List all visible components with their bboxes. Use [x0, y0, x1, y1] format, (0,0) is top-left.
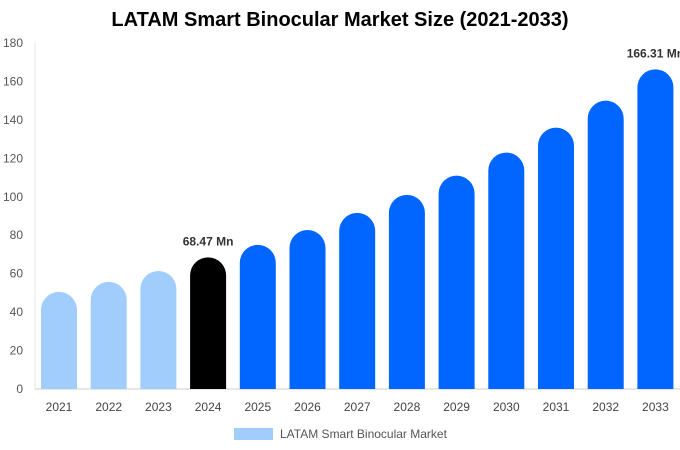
y-tick-label: 40	[10, 305, 24, 319]
x-tick-label: 2023	[145, 400, 172, 414]
x-tick-label: 2028	[394, 400, 421, 414]
bar-2023	[140, 270, 177, 389]
x-tick-label: 2033	[642, 400, 669, 414]
legend-label: LATAM Smart Binocular Market	[280, 427, 448, 441]
bar-2033	[637, 69, 674, 390]
bar-2024	[190, 257, 227, 389]
bar-2026	[289, 230, 326, 389]
y-tick-label: 140	[3, 113, 23, 127]
bar-2025	[239, 244, 276, 389]
x-tick-label: 2029	[443, 400, 470, 414]
bar-2030	[488, 152, 525, 389]
y-tick-label: 180	[3, 36, 23, 50]
bar-2027	[339, 212, 376, 389]
bar-2032	[587, 100, 624, 389]
x-tick-label: 2031	[543, 400, 570, 414]
y-tick-label: 20	[10, 344, 24, 358]
x-tick-label: 2025	[244, 400, 271, 414]
data-label: 166.31 Mn	[627, 46, 680, 60]
y-tick-label: 100	[3, 190, 23, 204]
bar-2022	[90, 281, 127, 389]
bar-2029	[438, 175, 475, 389]
y-tick-label: 120	[3, 151, 23, 165]
x-tick-label: 2024	[195, 400, 222, 414]
y-tick-label: 80	[10, 228, 24, 242]
y-tick-label: 60	[10, 267, 24, 281]
x-tick-label: 2030	[493, 400, 520, 414]
y-tick-label: 160	[3, 74, 23, 88]
data-label: 68.47 Mn	[183, 234, 234, 248]
bar-2031	[538, 127, 574, 390]
x-tick-label: 2032	[592, 400, 619, 414]
x-tick-label: 2027	[344, 400, 371, 414]
bar-2028	[388, 194, 425, 389]
x-tick-label: 2021	[46, 400, 73, 414]
chart-title: LATAM Smart Binocular Market Size (2021-…	[111, 9, 569, 31]
y-tick-label: 0	[16, 382, 23, 396]
bar-2021	[41, 291, 77, 389]
x-tick-label: 2026	[294, 400, 321, 414]
legend-swatch	[234, 428, 273, 440]
x-tick-label: 2022	[95, 400, 122, 414]
